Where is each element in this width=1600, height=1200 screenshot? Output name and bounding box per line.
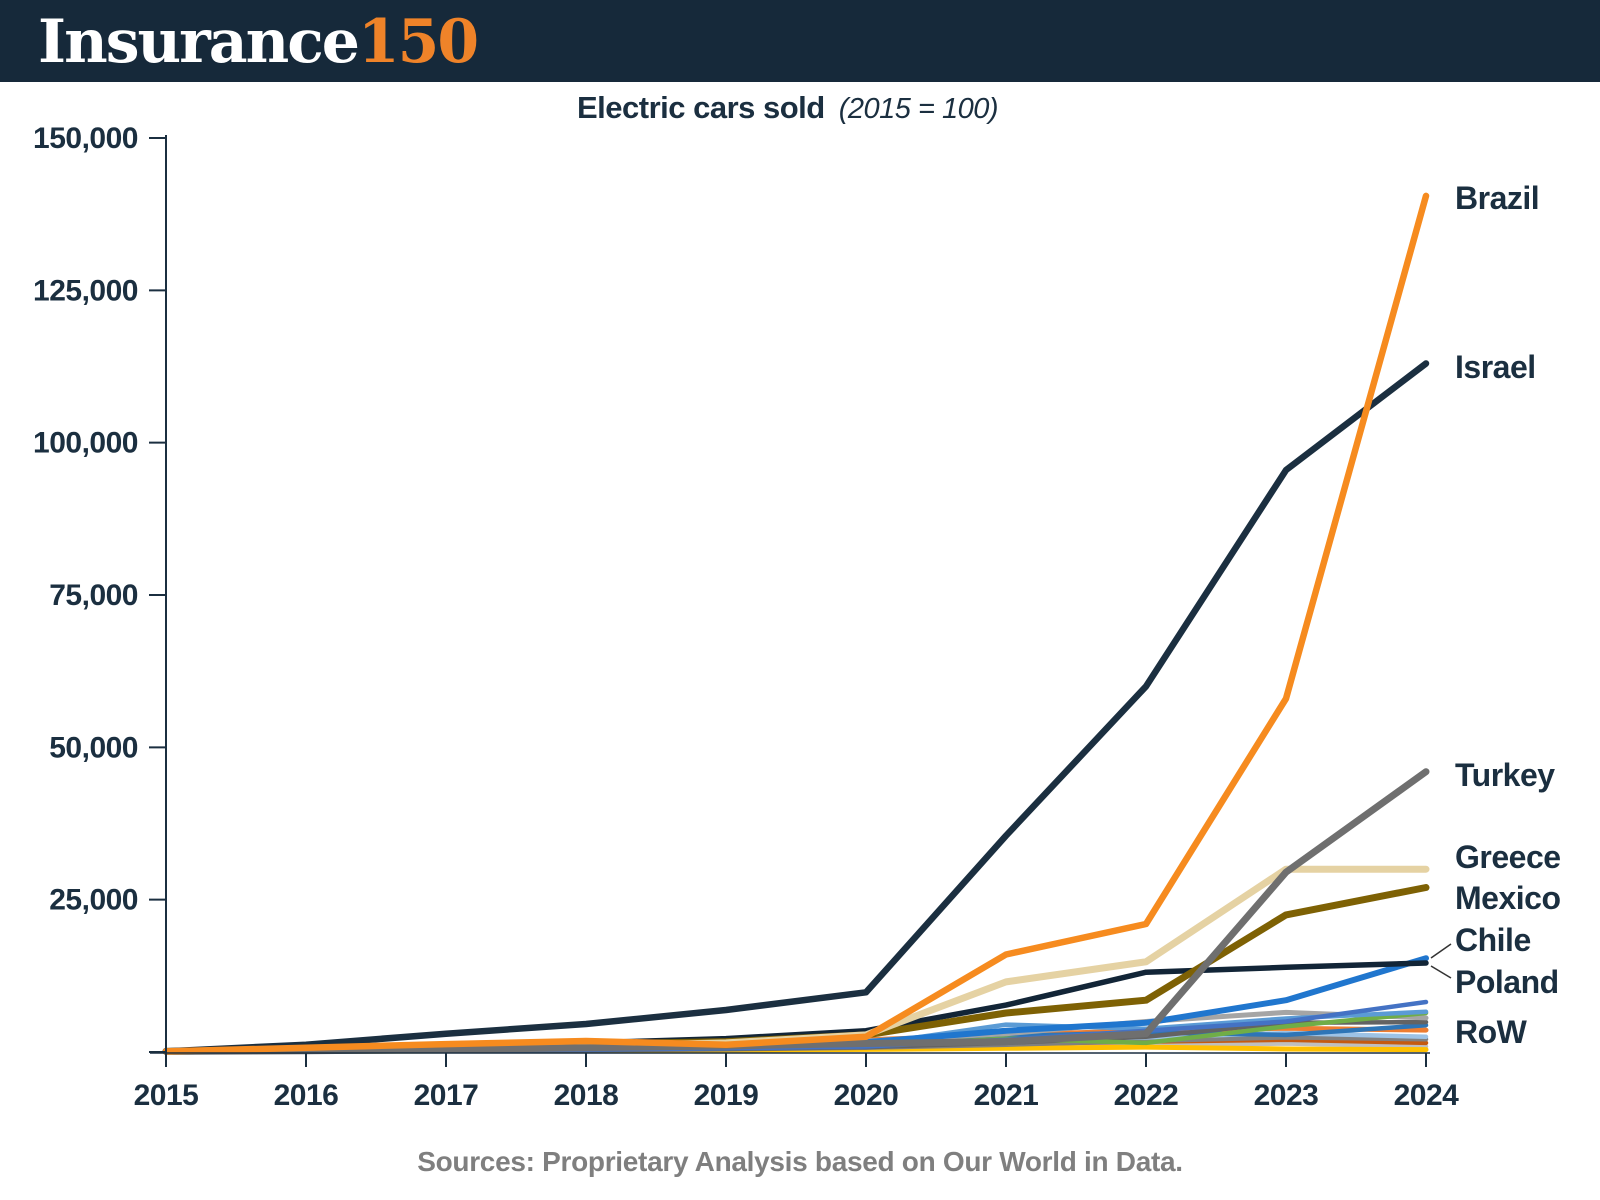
series-end-labels: Brazil Israel Turkey Greece Mexico Chile Polan… bbox=[1455, 180, 1561, 1050]
series-label-poland: Poland bbox=[1455, 964, 1559, 1000]
poland-pointer-line bbox=[1430, 965, 1452, 979]
logo-text: Insurance bbox=[38, 7, 360, 77]
series-line-turkey bbox=[162, 768, 1430, 1055]
x-tick-label: 2017 bbox=[414, 1079, 479, 1112]
series-label-chile: Chile bbox=[1455, 922, 1531, 958]
series-label-brazil: Brazil bbox=[1455, 180, 1539, 216]
series-label-greece: Greece bbox=[1455, 839, 1561, 875]
y-tick-label: 125,000 bbox=[33, 274, 138, 307]
y-tick-label: 75,000 bbox=[49, 579, 138, 612]
x-tick-label: 2024 bbox=[1394, 1079, 1460, 1112]
series-line-israel bbox=[162, 360, 1430, 1055]
sources-note: Sources: Proprietary Analysis based on O… bbox=[417, 1146, 1183, 1177]
label-pointer-lines bbox=[1430, 943, 1452, 979]
chart-title-row: Electric cars sold (2015 = 100) bbox=[0, 90, 1575, 126]
series-label-row: RoW bbox=[1455, 1014, 1528, 1050]
x-tick-label: 2016 bbox=[274, 1079, 339, 1112]
chart-subtitle: (2015 = 100) bbox=[838, 93, 999, 125]
chart-title: Electric cars sold bbox=[576, 90, 825, 125]
x-tick-label: 2021 bbox=[974, 1079, 1039, 1112]
x-tick-label: 2018 bbox=[554, 1079, 619, 1112]
x-tick-label: 2020 bbox=[834, 1079, 899, 1112]
insurance150-logo: Insurance150 bbox=[38, 0, 479, 82]
series-line-brazil bbox=[162, 192, 1430, 1055]
x-tick-label: 2022 bbox=[1114, 1079, 1179, 1112]
y-tick-label: 25,000 bbox=[49, 884, 138, 917]
axes: 150,000 125,000 100,000 75,000 50,000 25,000 2… bbox=[33, 122, 1460, 1112]
series-label-turkey: Turkey bbox=[1455, 757, 1555, 793]
chile-pointer-line bbox=[1430, 943, 1452, 959]
series-lines bbox=[162, 192, 1430, 1055]
y-tick-label: 100,000 bbox=[33, 427, 138, 460]
x-tick-label: 2023 bbox=[1254, 1079, 1319, 1112]
series-label-israel: Israel bbox=[1455, 349, 1536, 385]
series-label-mexico: Mexico bbox=[1455, 880, 1560, 916]
x-tick-label: 2015 bbox=[134, 1079, 199, 1112]
x-tick-label: 2019 bbox=[694, 1079, 759, 1112]
logo-number: 150 bbox=[357, 7, 479, 77]
y-tick-label: 50,000 bbox=[49, 731, 138, 764]
header-bar: Insurance150 bbox=[0, 0, 1600, 82]
y-tick-label: 150,000 bbox=[33, 122, 138, 155]
